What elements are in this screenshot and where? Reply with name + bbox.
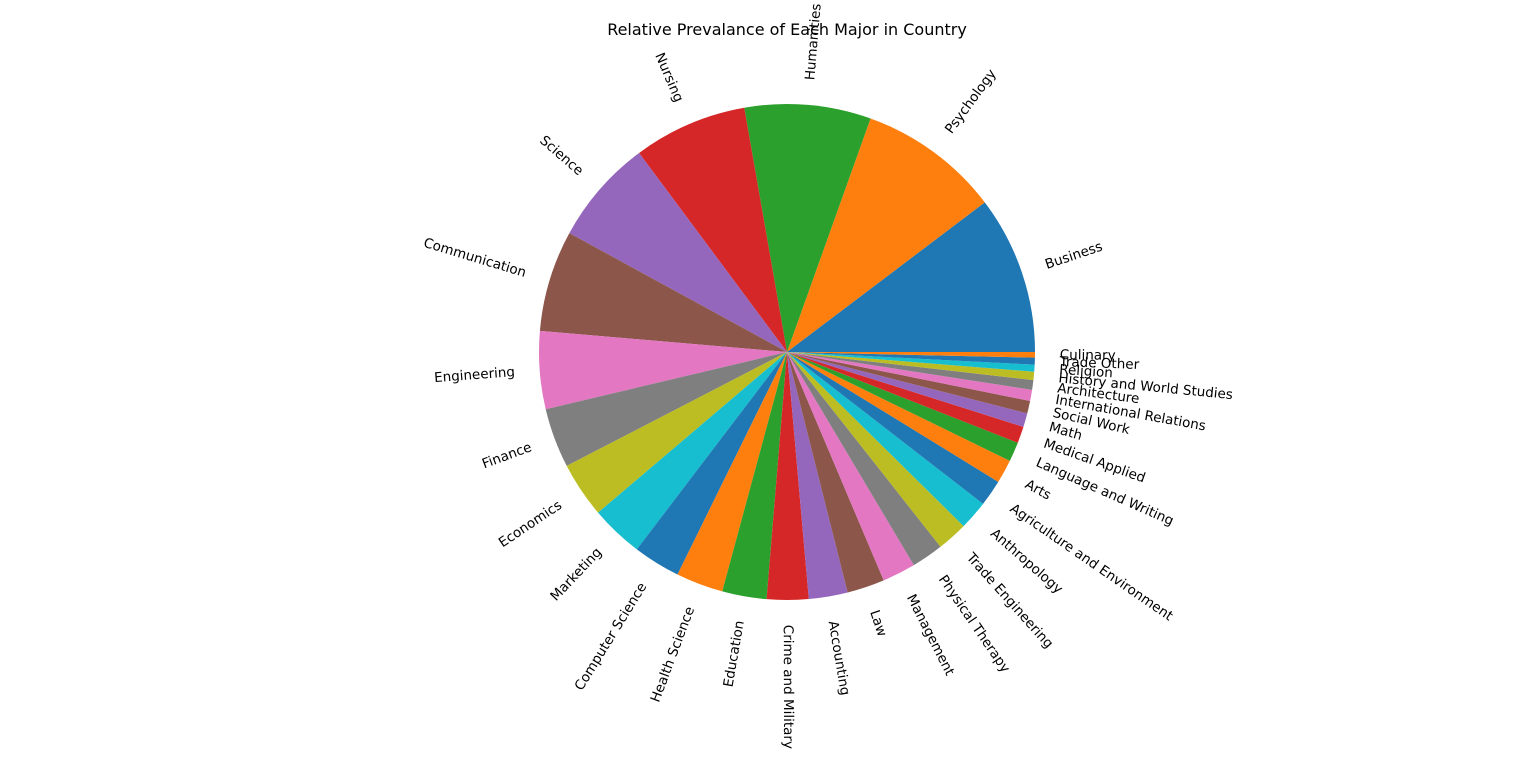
slice-label: Trade Other <box>1058 354 1140 373</box>
pie-slice <box>787 352 1018 461</box>
slice-label: Humanities <box>802 3 824 81</box>
slice-label: Marketing <box>547 545 605 605</box>
pie-slice <box>636 352 787 575</box>
pie-slice <box>787 352 999 504</box>
slice-label: Psychology <box>942 66 1000 137</box>
slice-label: Computer Science <box>572 580 651 694</box>
pie-slice <box>787 352 1028 427</box>
pie-slice <box>787 352 941 566</box>
pie-slice <box>787 352 848 600</box>
slice-label: Law <box>866 608 890 639</box>
pie-slices <box>539 103 1035 601</box>
pie-slice <box>787 352 1033 401</box>
slice-label: Finance <box>480 439 534 472</box>
pie-slice <box>787 352 1034 390</box>
slice-label: Science <box>536 133 586 179</box>
pie-slice <box>569 152 787 352</box>
slice-label: Economics <box>496 497 565 551</box>
slice-label: Religion <box>1059 362 1114 381</box>
pie-slice <box>598 352 787 550</box>
slice-label: Engineering <box>434 364 516 386</box>
slice-label: Health Science <box>648 604 699 704</box>
pie-slice <box>787 352 984 527</box>
pie-slice <box>766 352 809 601</box>
pie-slice <box>639 107 787 353</box>
pie-slice <box>539 233 787 352</box>
slice-label: Culinary <box>1060 347 1116 364</box>
slice-label: Business <box>1043 239 1105 273</box>
slice-label: Management <box>903 592 957 679</box>
slice-label: Accounting <box>825 620 853 697</box>
pie-slice <box>539 330 787 410</box>
pie-slice <box>787 352 884 593</box>
pie-slice <box>787 118 985 352</box>
pie-slice <box>787 352 1035 381</box>
pie-slice <box>545 352 787 466</box>
pie-slice <box>787 352 1035 358</box>
pie-slice <box>787 352 1035 372</box>
pie-slice <box>787 352 1031 414</box>
slice-label: Education <box>720 619 747 688</box>
pie-slice <box>787 352 964 547</box>
pie-slice <box>787 352 914 581</box>
pie-slice <box>787 352 1035 365</box>
chart-title: Relative Prevalance of Each Major in Cou… <box>607 20 967 39</box>
slice-label: Nursing <box>651 50 686 104</box>
pie-slice <box>787 352 1024 443</box>
pie-slice <box>566 352 787 513</box>
pie-slice <box>677 352 787 592</box>
pie-slice <box>744 103 871 352</box>
slice-label: Crime and Military <box>780 625 796 749</box>
pie-slice <box>787 352 1010 482</box>
pie-slice <box>722 352 787 600</box>
pie-slice <box>787 202 1035 352</box>
slice-label: Communication <box>422 235 529 281</box>
slice-label: Arts <box>1022 476 1053 503</box>
